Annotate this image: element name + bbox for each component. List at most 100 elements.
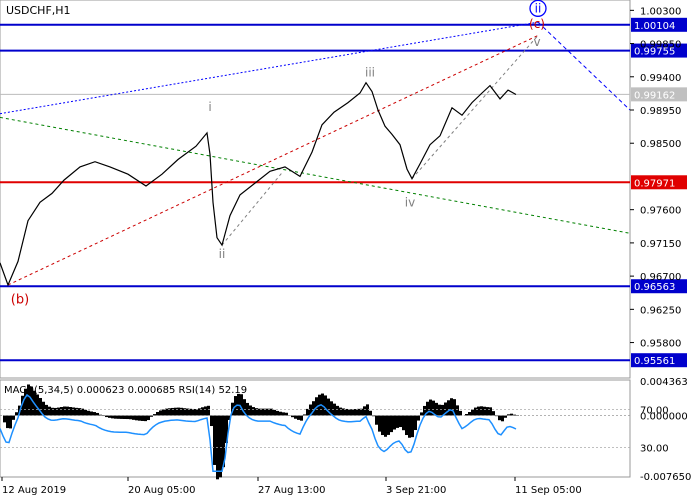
- macd-bar: [246, 402, 249, 416]
- macd-bar: [351, 409, 354, 416]
- macd-bar: [273, 409, 276, 416]
- macd-bar: [375, 415, 378, 425]
- macd-bar: [177, 407, 180, 416]
- macd-bar: [369, 410, 372, 416]
- macd-bar: [456, 405, 459, 416]
- x-tick-label: 3 Sep 21:00: [386, 485, 446, 496]
- macd-bar: [363, 406, 366, 416]
- macd-bar: [201, 407, 204, 416]
- macd-bar: [294, 415, 297, 419]
- macd-bar: [360, 408, 363, 416]
- wave-iv-trendline: [411, 35, 539, 179]
- macd-bar: [219, 415, 222, 478]
- macd-bar: [45, 404, 48, 416]
- macd-bar: [156, 411, 159, 416]
- macd-bar: [159, 410, 162, 416]
- macd-bar: [474, 407, 477, 416]
- macd-bar: [312, 401, 315, 416]
- wave-label: (c): [529, 17, 545, 31]
- macd-bar: [282, 412, 285, 416]
- macd-bar: [249, 405, 252, 416]
- y-tick-label: 0.97600: [640, 206, 681, 217]
- macd-bar: [447, 400, 450, 416]
- macd-bar: [450, 398, 453, 416]
- macd-bar: [330, 401, 333, 416]
- macd-tick-label: 0.004363: [640, 377, 688, 388]
- macd-bar: [210, 415, 213, 427]
- macd-bar: [108, 415, 111, 418]
- macd-bar: [300, 415, 303, 421]
- macd-bar: [276, 410, 279, 416]
- level-box: [631, 17, 687, 32]
- wave-label: v: [533, 35, 540, 49]
- macd-bar: [63, 406, 66, 416]
- macd-bar: [15, 412, 18, 416]
- macd-bar: [12, 415, 15, 420]
- macd-bar: [168, 408, 171, 416]
- level-box: [631, 279, 687, 294]
- macd-bar: [117, 415, 120, 419]
- macd-bar: [264, 408, 267, 416]
- macd-bar: [402, 415, 405, 431]
- macd-bar: [207, 405, 210, 416]
- macd-bar: [225, 415, 228, 444]
- macd-bar: [255, 408, 258, 416]
- macd-bar: [174, 407, 177, 416]
- macd-bar: [459, 410, 462, 416]
- macd-bar: [366, 404, 369, 416]
- y-tick-label: 0.96250: [640, 305, 681, 316]
- macd-bar: [426, 401, 429, 416]
- macd-bar: [105, 415, 108, 418]
- wave-label: i: [208, 100, 211, 114]
- x-tick-label: 12 Aug 2019: [2, 485, 66, 496]
- y-tick-label: 1.00300: [640, 6, 681, 17]
- macd-bar: [345, 408, 348, 416]
- macd-bar: [189, 408, 192, 416]
- level-label: 0.96563: [634, 282, 675, 293]
- macd-bar: [396, 415, 399, 428]
- macd-bar: [480, 406, 483, 416]
- macd-bar: [417, 415, 420, 421]
- macd-bar: [510, 413, 513, 416]
- macd-bar: [135, 415, 138, 421]
- macd-bar: [57, 407, 60, 416]
- macd-bar: [501, 415, 504, 422]
- macd-bar: [279, 411, 282, 416]
- x-tick-label: 11 Sep 05:00: [515, 485, 582, 496]
- macd-bar: [114, 415, 117, 419]
- macd-bar: [504, 415, 507, 418]
- macd-bar: [243, 399, 246, 416]
- macd-bar: [321, 393, 324, 416]
- rsi-tick-label: 70.00: [640, 406, 669, 417]
- macd-tick-label: -0.007650: [640, 472, 691, 483]
- rsi-tick-label: 30.00: [640, 444, 669, 455]
- macd-bar: [420, 412, 423, 416]
- macd-bar: [162, 409, 165, 416]
- lower-trendline: [0, 116, 631, 234]
- level-label: 0.97971: [634, 178, 675, 189]
- macd-bar: [444, 402, 447, 416]
- y-tick-label: 0.99400: [640, 73, 681, 84]
- macd-bar: [27, 384, 30, 416]
- macd-bar: [198, 408, 201, 416]
- level-label: 0.95561: [634, 356, 675, 367]
- price-line: [0, 81, 517, 287]
- macd-bar: [291, 415, 294, 418]
- macd-bar: [390, 415, 393, 433]
- macd-bar: [120, 415, 123, 419]
- macd-bar: [381, 415, 384, 436]
- macd-bar: [399, 415, 402, 428]
- macd-bar: [408, 415, 411, 438]
- macd-bar: [171, 407, 174, 416]
- macd-bar: [48, 406, 51, 416]
- macd-bar: [348, 409, 351, 416]
- level-box: [631, 43, 687, 58]
- macd-bar: [393, 415, 396, 430]
- macd-bar: [165, 408, 168, 416]
- current-price-label: 0.99162: [634, 90, 675, 101]
- wave-label: (b): [11, 293, 29, 308]
- level-label: 1.00104: [634, 21, 675, 32]
- wave-label: iv: [405, 195, 415, 209]
- upper-trendline: [0, 21, 539, 115]
- macd-bar: [432, 400, 435, 416]
